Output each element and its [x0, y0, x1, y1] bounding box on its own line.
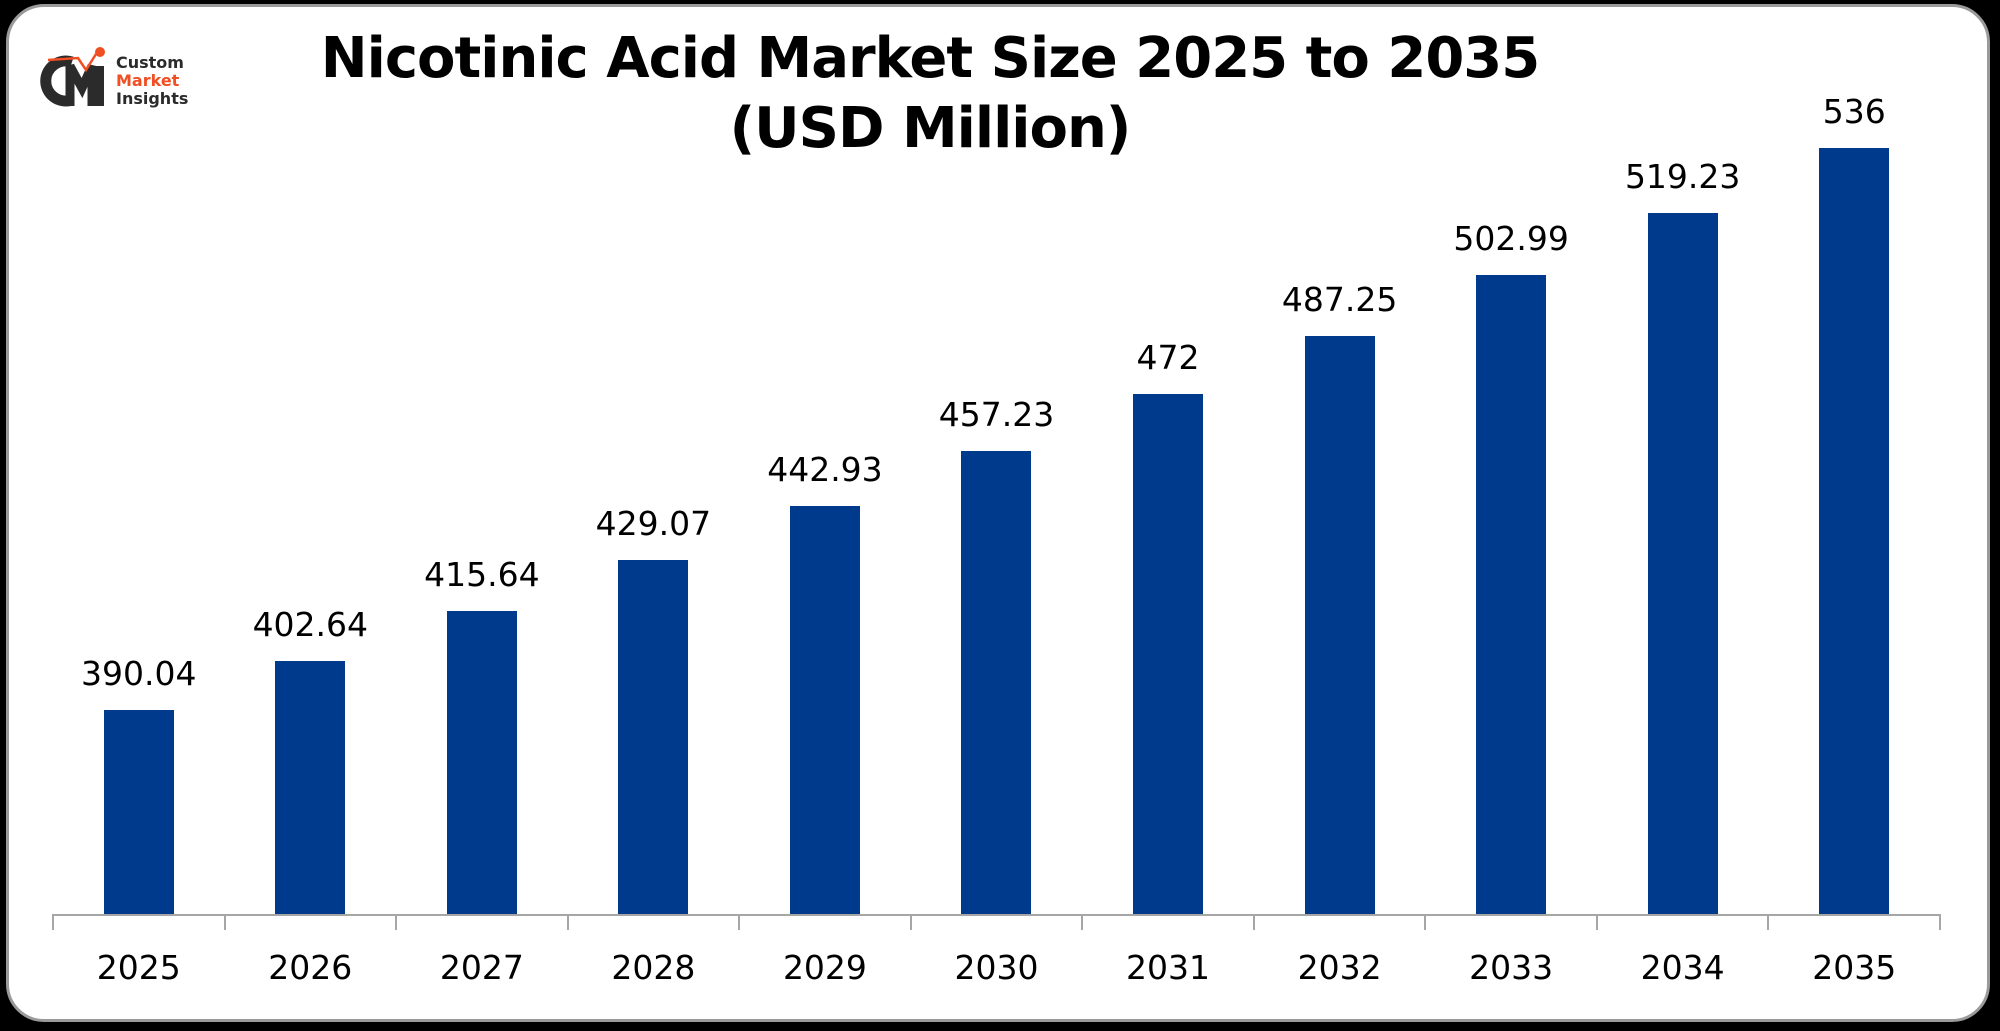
bar-group-2029: 442.93 — [739, 148, 911, 914]
bar-2027 — [446, 611, 517, 914]
plot-area: 390.04 402.64 415.64 429.07 442.93 457.23 472 4… — [53, 92, 1940, 914]
x-axis-tick — [910, 914, 912, 930]
bar-group-2032: 487.25 — [1254, 148, 1426, 914]
data-label-2026: 402.64 — [252, 605, 369, 644]
bar-2034 — [1647, 213, 1718, 914]
chart-title-line2: (USD Million) — [729, 96, 1132, 161]
x-axis-tick — [1081, 914, 1083, 930]
x-axis-tick — [52, 914, 54, 930]
cmi-logo-icon — [40, 47, 105, 107]
bar-group-2026: 402.64 — [225, 148, 397, 914]
data-label-2033: 502.99 — [1453, 219, 1569, 258]
x-tick-label-2026: 2026 — [268, 948, 353, 987]
data-label-2032: 487.25 — [1281, 280, 1398, 319]
data-label-2034: 519.23 — [1624, 157, 1741, 196]
logo-text-insights: Insights — [116, 89, 189, 108]
bar-group-2031: 472 — [1082, 148, 1254, 914]
data-label-2027: 415.64 — [424, 555, 540, 594]
logo-text-custom: Custom — [116, 53, 184, 72]
data-label-2029: 442.93 — [767, 450, 883, 489]
data-label-2035: 536 — [1822, 92, 1886, 131]
bar-group-2033: 502.99 — [1425, 148, 1597, 914]
bar-2030 — [961, 451, 1032, 914]
bar-2033 — [1476, 275, 1547, 914]
bar-2025 — [103, 710, 174, 914]
bar-2032 — [1304, 336, 1375, 914]
data-label-2028: 429.07 — [595, 504, 712, 543]
chart-title-line1: Nicotinic Acid Market Size 2025 to 2035 — [320, 26, 1540, 91]
logo-text-market: Market — [116, 71, 180, 90]
x-axis-tick — [738, 914, 740, 930]
x-tick-label-2025: 2025 — [96, 948, 181, 987]
data-label-2031: 472 — [1136, 338, 1200, 377]
x-axis-tick — [1253, 914, 1255, 930]
bar-group-2028: 429.07 — [568, 148, 740, 914]
bar-group-2030: 457.23 — [911, 148, 1083, 914]
x-axis-tick — [224, 914, 226, 930]
x-tick-label-2033: 2033 — [1469, 948, 1554, 987]
x-tick-label-2029: 2029 — [782, 948, 867, 987]
bar-2029 — [789, 506, 860, 914]
x-axis-tick — [1424, 914, 1426, 930]
bar-2026 — [275, 661, 346, 914]
x-tick-label-2034: 2034 — [1640, 948, 1725, 987]
data-label-2025: 390.04 — [81, 654, 197, 693]
x-axis-tick — [1767, 914, 1769, 930]
bar-group-2027: 415.64 — [396, 148, 568, 914]
x-axis-tick — [567, 914, 569, 930]
x-axis-tick — [1596, 914, 1598, 930]
bar-group-2035: 536 — [1768, 92, 1940, 914]
x-tick-label-2028: 2028 — [611, 948, 696, 987]
x-tick-label-2032: 2032 — [1297, 948, 1382, 987]
chart-title: Nicotinic Acid Market Size 2025 to 2035 … — [240, 24, 1620, 164]
bar-group-2034: 519.23 — [1597, 148, 1769, 914]
bar-group-2025: 390.04 — [53, 148, 225, 914]
bar-2031 — [1133, 394, 1204, 914]
data-label-2030: 457.23 — [938, 395, 1055, 434]
bar-2035 — [1819, 148, 1890, 914]
x-tick-label-2035: 2035 — [1812, 948, 1897, 987]
bar-2028 — [618, 560, 689, 914]
x-tick-label-2031: 2031 — [1126, 948, 1211, 987]
x-axis-tick — [1939, 914, 1941, 930]
x-tick-label-2030: 2030 — [954, 948, 1039, 987]
logo: Custom Market Insights — [34, 40, 204, 120]
x-axis-tick — [395, 914, 397, 930]
x-axis-line — [53, 914, 1940, 916]
x-tick-label-2027: 2027 — [439, 948, 524, 987]
